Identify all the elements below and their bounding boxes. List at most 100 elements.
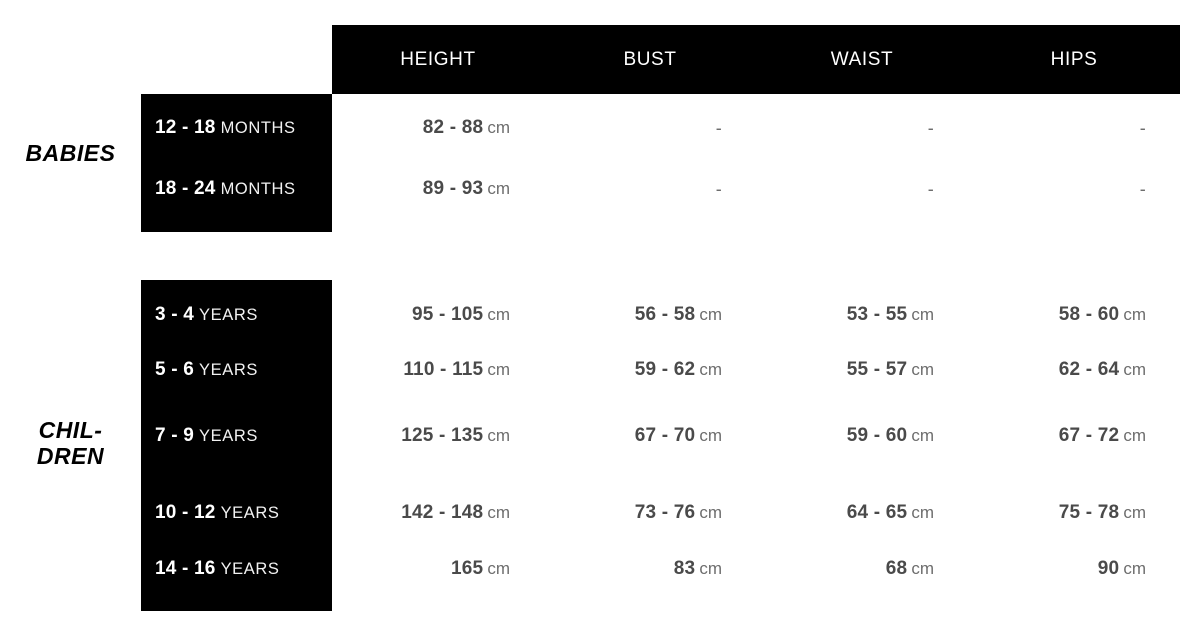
group-label-children-line: DREN — [36, 442, 105, 469]
age-unit: YEARS — [199, 306, 258, 324]
measurement-cell-waist: 55 - 57 cm — [756, 359, 968, 381]
measurement-cell-height: 89 - 93 cm — [332, 178, 544, 200]
size-label-cell: 12 - 18 MONTHS — [141, 117, 332, 139]
measurement-unit: cm — [699, 559, 722, 578]
measurement-value: - — [715, 117, 722, 138]
measurement-cell-hips: 90 cm — [968, 558, 1180, 580]
measurement-unit: cm — [487, 559, 510, 578]
measurement-value: 68 — [885, 558, 908, 579]
measurement-unit: cm — [487, 503, 510, 522]
measurement-value: 95 - 105 — [412, 304, 484, 325]
measurement-unit: cm — [487, 118, 510, 137]
measurement-value: 90 — [1097, 558, 1120, 579]
age-range: 12 - 18 — [155, 117, 216, 138]
age-range: 18 - 24 — [155, 178, 216, 199]
measurement-unit: cm — [487, 305, 510, 324]
measurement-unit: cm — [911, 503, 934, 522]
table-header-row: HEIGHT BUST WAIST HIPS — [332, 25, 1180, 94]
group-label-children-line: CHIL- — [38, 417, 103, 443]
measurement-unit: cm — [1123, 360, 1146, 379]
measurement-value: 142 - 148 — [401, 502, 484, 523]
age-range: 3 - 4 — [155, 304, 195, 325]
measurement-cell-waist: - — [756, 118, 968, 139]
age-unit: YEARS — [220, 504, 280, 522]
table-row: 18 - 24 MONTHS 89 - 93 cm - - - — [141, 169, 1180, 209]
measurement-unit: cm — [487, 179, 510, 198]
measurement-value: 82 - 88 — [422, 117, 484, 138]
size-label-cell: 14 - 16 YEARS — [141, 558, 332, 580]
table-header-band — [332, 25, 1180, 94]
age-unit: YEARS — [199, 427, 258, 445]
measurement-cell-hips: 67 - 72 cm — [968, 425, 1180, 447]
children-size-block — [141, 280, 332, 611]
measurement-unit: cm — [1123, 426, 1146, 445]
measurement-value: 125 - 135 — [401, 425, 484, 446]
measurement-unit: cm — [487, 360, 510, 379]
measurement-cell-height: 142 - 148 cm — [332, 502, 544, 524]
measurement-cell-bust: 73 - 76 cm — [544, 502, 756, 524]
table-row: 5 - 6 YEARS 110 - 115 cm 59 - 62 cm 55 - 57 cm 6… — [141, 350, 1180, 390]
table-row: 12 - 18 MONTHS 82 - 88 cm - - - — [141, 108, 1180, 148]
measurement-cell-bust: 67 - 70 cm — [544, 425, 756, 447]
measurement-unit: cm — [487, 426, 510, 445]
babies-size-block — [141, 94, 332, 232]
measurement-value: 67 - 70 — [634, 425, 696, 446]
measurement-value: 55 - 57 — [846, 359, 908, 380]
age-unit: YEARS — [220, 560, 280, 578]
measurement-value: 53 - 55 — [846, 304, 908, 325]
measurement-cell-bust: 83 cm — [544, 558, 756, 580]
size-label-cell: 18 - 24 MONTHS — [141, 178, 332, 200]
age-unit: MONTHS — [220, 119, 296, 137]
measurement-cell-waist: 64 - 65 cm — [756, 502, 968, 524]
column-header-bust: BUST — [623, 48, 677, 70]
measurement-unit: cm — [699, 503, 722, 522]
measurement-value: 110 - 115 — [403, 359, 484, 380]
measurement-unit: cm — [1123, 305, 1146, 324]
measurement-unit: cm — [699, 305, 722, 324]
measurement-value: 56 - 58 — [634, 304, 696, 325]
measurement-value: - — [927, 178, 934, 199]
age-range: 7 - 9 — [155, 425, 195, 446]
measurement-unit: cm — [1123, 559, 1146, 578]
table-row: 14 - 16 YEARS 165 cm 83 cm 68 cm 90 cm — [141, 549, 1180, 589]
group-label-children: CHIL- DREN — [0, 417, 141, 470]
column-header-hips: HIPS — [1050, 48, 1098, 70]
group-label-babies: BABIES — [0, 140, 141, 167]
measurement-cell-height: 165 cm — [332, 558, 544, 580]
measurement-cell-bust: - — [544, 179, 756, 200]
age-unit: YEARS — [199, 361, 258, 379]
size-label-cell: 5 - 6 YEARS — [141, 359, 332, 381]
measurement-cell-height: 95 - 105 cm — [332, 304, 544, 326]
measurement-value: - — [1139, 117, 1146, 138]
table-row: 7 - 9 YEARS 125 - 135 cm 67 - 70 cm 59 - 60 cm 6… — [141, 416, 1180, 456]
column-header-waist: WAIST — [830, 48, 894, 70]
measurement-cell-waist: 53 - 55 cm — [756, 304, 968, 326]
measurement-unit: cm — [1123, 503, 1146, 522]
size-label-cell: 3 - 4 YEARS — [141, 304, 332, 326]
measurement-value: 75 - 78 — [1058, 502, 1120, 523]
measurement-cell-hips: 62 - 64 cm — [968, 359, 1180, 381]
measurement-cell-height: 125 - 135 cm — [332, 425, 544, 447]
measurement-cell-hips: - — [968, 118, 1180, 139]
measurement-value: 165 — [451, 558, 484, 579]
measurement-cell-waist: 68 cm — [756, 558, 968, 580]
age-range: 14 - 16 — [155, 558, 216, 579]
measurement-cell-waist: - — [756, 179, 968, 200]
measurement-cell-waist: 59 - 60 cm — [756, 425, 968, 447]
measurement-unit: cm — [699, 426, 722, 445]
measurement-cell-bust: 56 - 58 cm — [544, 304, 756, 326]
age-unit: MONTHS — [220, 180, 296, 198]
size-label-cell: 10 - 12 YEARS — [141, 502, 332, 524]
measurement-value: 64 - 65 — [846, 502, 908, 523]
measurement-unit: cm — [911, 305, 934, 324]
measurement-cell-bust: - — [544, 118, 756, 139]
column-header-height: HEIGHT — [400, 48, 476, 70]
measurement-value: 67 - 72 — [1058, 425, 1120, 446]
measurement-unit: cm — [911, 559, 934, 578]
measurement-value: - — [715, 178, 722, 199]
measurement-value: 73 - 76 — [634, 502, 696, 523]
measurement-cell-hips: - — [968, 179, 1180, 200]
table-row: 3 - 4 YEARS 95 - 105 cm 56 - 58 cm 53 - 55 cm 58… — [141, 295, 1180, 335]
measurement-value: 89 - 93 — [422, 178, 484, 199]
